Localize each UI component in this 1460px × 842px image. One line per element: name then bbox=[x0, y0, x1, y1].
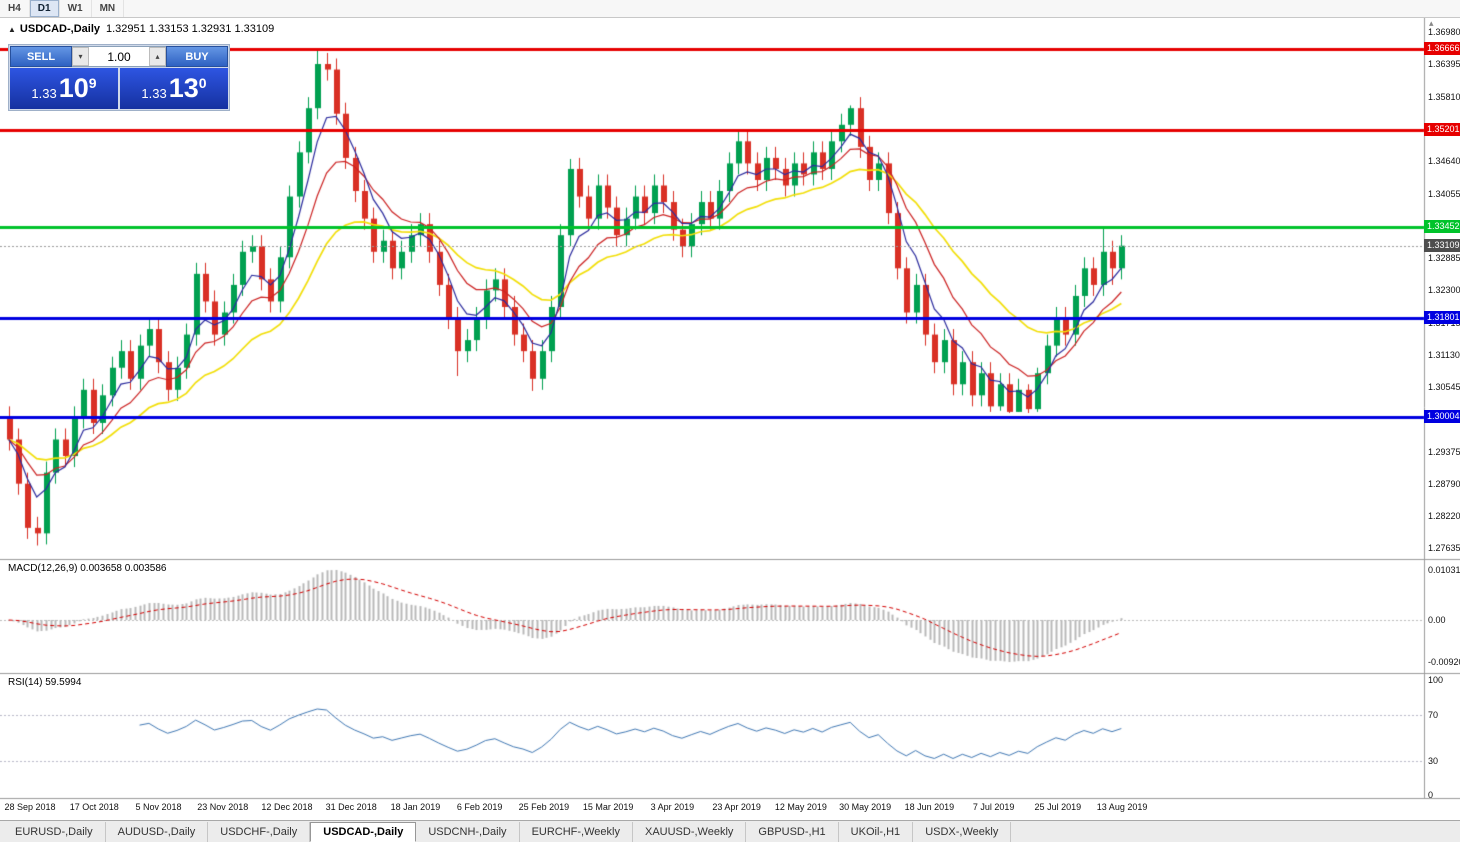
volume-control: ▾ ▴ bbox=[72, 46, 166, 67]
timeframe-toolbar: H4 D1 W1 MN bbox=[0, 0, 1460, 18]
sell-price-main: 10 bbox=[58, 73, 89, 103]
hline-price-tag[interactable]: 1.33452 bbox=[1424, 219, 1460, 233]
hline-price-tag[interactable]: 1.30004 bbox=[1424, 410, 1460, 424]
buy-price-main: 13 bbox=[168, 73, 199, 103]
chart-title: ▲ USDCAD-,Daily 1.32951 1.33153 1.32931 1.… bbox=[8, 23, 274, 35]
one-click-panel-toggle-icon[interactable]: ▲ bbox=[8, 25, 16, 34]
chart-symbol-label: USDCAD-,Daily bbox=[19, 23, 100, 35]
timeframe-button-h4[interactable]: H4 bbox=[0, 0, 30, 17]
chart-tab-ukoil-h1[interactable]: UKOil-,H1 bbox=[839, 822, 914, 842]
hline-price-tag[interactable]: 1.31801 bbox=[1424, 310, 1460, 324]
hline-price-tag[interactable]: 1.36666 bbox=[1424, 42, 1460, 56]
sell-button[interactable]: SELL bbox=[10, 46, 72, 67]
sell-price-display[interactable]: 1.33 10 9 bbox=[10, 68, 118, 109]
chart-ohlc-values: 1.32951 1.33153 1.32931 1.33109 bbox=[106, 23, 275, 35]
timeframe-button-w1[interactable]: W1 bbox=[60, 0, 92, 17]
chart-area: 1.369801.363951.358101.352251.346401.340… bbox=[0, 17, 1460, 820]
chart-tab-xauusd-weekly[interactable]: XAUUSD-,Weekly bbox=[633, 822, 747, 842]
buy-price-pip: 0 bbox=[198, 74, 207, 91]
volume-down-button[interactable]: ▾ bbox=[72, 47, 89, 66]
hline-price-tag[interactable]: 1.35201 bbox=[1424, 123, 1460, 137]
chart-tab-bar: EURUSD-,Daily AUDUSD-,Daily USDCHF-,Daily U… bbox=[0, 820, 1460, 842]
volume-input[interactable] bbox=[89, 47, 149, 66]
price-chart-canvas[interactable] bbox=[0, 17, 1460, 820]
chart-tab-usdx-weekly[interactable]: USDX-,Weekly bbox=[913, 822, 1012, 842]
buy-price-prefix: 1.33 bbox=[141, 86, 167, 101]
buy-price-display[interactable]: 1.33 13 0 bbox=[120, 68, 228, 109]
sell-price-pip: 9 bbox=[88, 74, 97, 91]
chart-tab-usdcnh-daily[interactable]: USDCNH-,Daily bbox=[416, 822, 520, 842]
chart-tab-gbpusd-h1[interactable]: GBPUSD-,H1 bbox=[746, 822, 839, 842]
rsi-indicator-label: RSI(14) 59.5994 bbox=[8, 677, 82, 688]
chart-tab-audusd-daily[interactable]: AUDUSD-,Daily bbox=[106, 822, 209, 842]
volume-up-button[interactable]: ▴ bbox=[149, 47, 166, 66]
timeframe-button-mn[interactable]: MN bbox=[92, 0, 125, 17]
buy-button[interactable]: BUY bbox=[166, 46, 228, 67]
chart-tab-eurusd-daily[interactable]: EURUSD-,Daily bbox=[3, 822, 106, 842]
sell-price-prefix: 1.33 bbox=[31, 86, 57, 101]
timeframe-button-d1[interactable]: D1 bbox=[29, 0, 60, 17]
chart-tab-usdcad-daily[interactable]: USDCAD-,Daily bbox=[310, 822, 417, 842]
macd-indicator-label: MACD(12,26,9) 0.003658 0.003586 bbox=[8, 563, 167, 574]
chart-tab-usdchf-daily[interactable]: USDCHF-,Daily bbox=[208, 822, 311, 842]
chart-tab-eurchf-weekly[interactable]: EURCHF-,Weekly bbox=[520, 822, 633, 842]
